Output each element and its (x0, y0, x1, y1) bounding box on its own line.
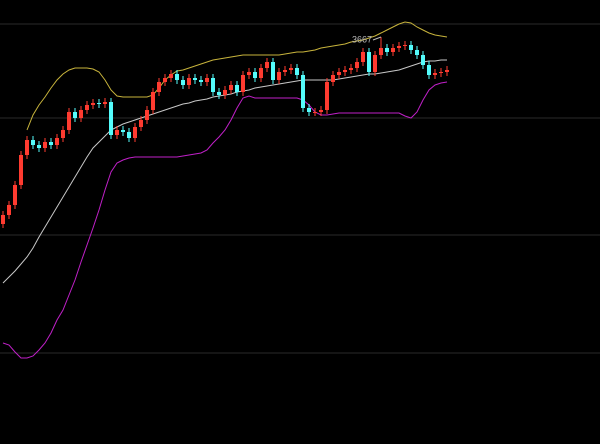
candle-body (301, 75, 305, 108)
candle-body (1, 215, 5, 224)
candle-body (163, 78, 167, 82)
candle-body (115, 130, 119, 135)
candle-body (73, 112, 77, 118)
candle-body (331, 75, 335, 82)
candle-body (61, 130, 65, 138)
band-line (2, 81, 448, 359)
candle-body (91, 103, 95, 105)
candle-body (13, 185, 17, 205)
candle-body (307, 108, 311, 112)
candle-body (205, 78, 209, 82)
candle-body (367, 52, 371, 72)
high-label: 3667 (352, 34, 372, 44)
candle-body (397, 46, 401, 48)
candle-body (337, 72, 341, 75)
candle-body (79, 110, 83, 118)
candle-body (427, 65, 431, 75)
candle-body (373, 55, 377, 72)
candle-body (43, 142, 47, 148)
candle-body (439, 72, 443, 73)
candle-body (289, 68, 293, 70)
candle-body (313, 112, 317, 113)
candle-body (343, 70, 347, 72)
high-leader (372, 36, 382, 41)
candle-body (229, 85, 233, 90)
candle-body (409, 45, 413, 50)
candle-body (355, 62, 359, 68)
candle-body (103, 102, 107, 104)
candle-body (127, 132, 131, 138)
candle-body (211, 78, 215, 92)
candle-body (181, 80, 185, 85)
candle-body (217, 92, 221, 95)
candle-body (199, 80, 203, 82)
candle-body (259, 68, 263, 78)
candle-body (193, 78, 197, 80)
candle-body (265, 62, 269, 68)
candle-body (349, 68, 353, 70)
candle-body (187, 78, 191, 85)
candle-body (169, 74, 173, 78)
candle-body (277, 72, 281, 80)
candle-body (445, 70, 449, 72)
candle-body (235, 85, 239, 92)
candle-body (271, 62, 275, 80)
candle-body (325, 82, 329, 110)
candle-body (19, 155, 23, 185)
candle-body (25, 140, 29, 155)
candle-body (403, 45, 407, 46)
candle-body (421, 55, 425, 65)
candle-body (7, 205, 11, 215)
candle-body (85, 105, 89, 110)
candle-body (385, 48, 389, 52)
candle-body (109, 102, 113, 135)
candle-body (97, 103, 101, 104)
candle-body (433, 73, 437, 75)
candle-body (139, 120, 143, 127)
candle-body (253, 72, 257, 78)
candle-body (283, 70, 287, 72)
candle-body (391, 48, 395, 52)
candle-body (55, 138, 59, 145)
candle-body (49, 142, 53, 145)
candle-body (121, 130, 125, 132)
candle-body (133, 127, 137, 138)
candle-body (157, 82, 161, 92)
candle-body (175, 74, 179, 80)
candle-body (151, 92, 155, 110)
candle-body (223, 90, 227, 95)
candle-body (241, 75, 245, 92)
candle-body (415, 50, 419, 55)
band-line (26, 21, 448, 131)
candle-body (247, 72, 251, 75)
candle-body (361, 52, 365, 62)
candle-body (379, 48, 383, 55)
candle-body (145, 110, 149, 120)
candle-body (67, 112, 71, 130)
candle-body (295, 68, 299, 75)
candle-body (31, 140, 35, 145)
candle-body (37, 145, 41, 148)
candle-body (319, 110, 323, 112)
